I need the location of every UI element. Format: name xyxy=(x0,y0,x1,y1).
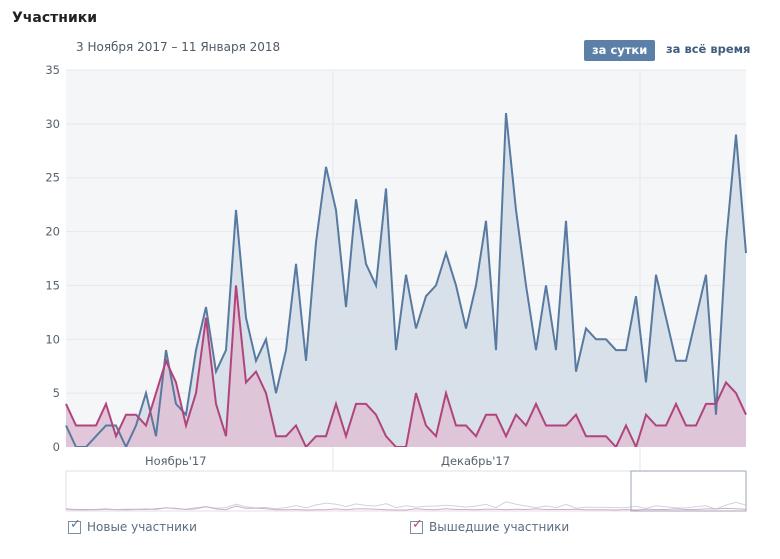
date-range[interactable]: 3 Ноября 2017 – 11 Января 2018 xyxy=(76,40,281,54)
check-icon: ✓ xyxy=(412,516,423,532)
left-members-area xyxy=(66,285,746,447)
navigator-left-line xyxy=(65,505,747,511)
all-time-button[interactable]: за всё время xyxy=(666,42,751,56)
x-axis-band xyxy=(66,447,746,471)
y-tick-label: 30 xyxy=(45,117,60,131)
y-tick-label: 5 xyxy=(53,386,60,400)
legend-new-label: Новые участники xyxy=(87,520,197,534)
legend-left-label: Вышедшие участники xyxy=(429,520,570,534)
y-axis-ticks: 0 5 10 15 20 25 30 35 xyxy=(45,63,60,454)
new-members-line xyxy=(65,112,747,450)
y-tick-label: 15 xyxy=(45,278,60,292)
range-navigator[interactable] xyxy=(65,470,747,512)
check-icon: ✓ xyxy=(70,516,81,532)
section-title: Участники xyxy=(12,10,98,26)
y-tick-label: 20 xyxy=(45,225,60,239)
new-members-checkbox[interactable]: ✓ xyxy=(68,516,81,534)
left-members-checkbox[interactable]: ✓ xyxy=(410,516,423,534)
navigator-selection[interactable] xyxy=(630,470,747,512)
y-tick-label: 35 xyxy=(45,63,60,77)
y-tick-label: 0 xyxy=(53,440,60,454)
legend-new[interactable]: ✓ Новые участники xyxy=(68,516,197,534)
x-tick-label: Ноябрь'17 xyxy=(145,454,207,468)
y-tick-label: 10 xyxy=(45,332,60,346)
legend-left[interactable]: ✓ Вышедшие участники xyxy=(410,516,570,534)
per-day-button[interactable]: за сутки xyxy=(584,40,656,61)
x-tick-label: Декабрь'17 xyxy=(441,454,510,468)
y-tick-label: 25 xyxy=(45,171,60,185)
